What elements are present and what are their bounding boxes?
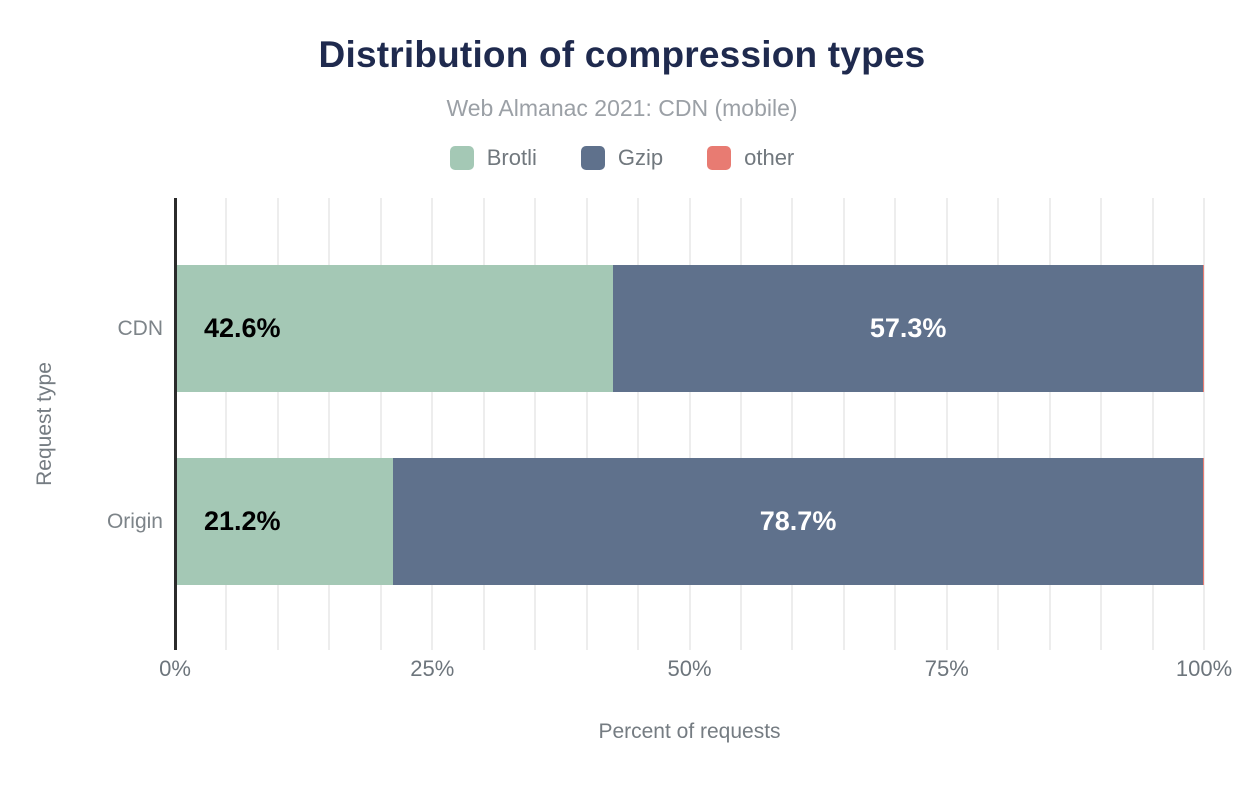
gridline: [1151, 198, 1154, 650]
gridline: [482, 198, 485, 650]
legend-item-other[interactable]: other: [707, 145, 794, 171]
gridline: [945, 198, 948, 650]
legend-swatch-icon: [707, 146, 732, 170]
bar-segment-brotli-origin[interactable]: 21.2%: [175, 458, 394, 585]
bar-value-label: 57.3%: [869, 313, 947, 343]
bar-segment-other-origin[interactable]: [1202, 458, 1204, 585]
bar-row-origin: Origin 21.2% 78.7%: [107, 458, 1204, 585]
bar-segment-gzip-origin[interactable]: 78.7%: [393, 458, 1203, 585]
gridline: [637, 198, 640, 650]
gridline: [1100, 198, 1103, 650]
bar-value-label: 78.7%: [759, 506, 837, 536]
bar-segment-other-cdn[interactable]: [1202, 265, 1204, 392]
category-label: Origin: [106, 510, 163, 533]
gridline: [997, 198, 1000, 650]
gridline: [225, 198, 228, 650]
legend-swatch-icon: [580, 146, 605, 170]
bar-value-label: 21.2%: [204, 506, 281, 536]
x-axis-tick-label: 75%: [924, 656, 969, 681]
gridline: [842, 198, 845, 650]
gridline: [379, 198, 382, 650]
gridline: [894, 198, 897, 650]
legend-item-gzip[interactable]: Gzip: [580, 145, 664, 171]
chart-legend: Brotli Gzip other: [0, 145, 1244, 171]
gridline: [1203, 198, 1205, 650]
bar-segment-gzip-cdn[interactable]: 57.3%: [613, 265, 1203, 392]
x-axis-tick-label: 100%: [1175, 656, 1233, 681]
x-axis-tick-label: 0%: [159, 656, 191, 681]
legend-swatch-icon: [449, 146, 474, 170]
bar-segment-brotli-cdn[interactable]: 42.6%: [175, 265, 614, 392]
legend-label: Brotli: [486, 145, 537, 170]
gridline: [431, 198, 434, 650]
y-axis-line: [174, 198, 177, 650]
bar-value-label: 42.6%: [204, 313, 281, 343]
x-axis-title: Percent of requests: [598, 720, 781, 743]
gridline: [791, 198, 794, 650]
bar-row-cdn: CDN 42.6% 57.3%: [118, 265, 1204, 392]
gridline: [1048, 198, 1051, 650]
chart-title: Distribution of compression types: [318, 34, 926, 75]
gridline: [688, 198, 691, 650]
gridline: [534, 198, 537, 650]
gridline: [739, 198, 742, 650]
legend-label: other: [744, 145, 795, 170]
gridline: [585, 198, 588, 650]
x-axis-tick-label: 50%: [667, 656, 712, 681]
category-label: CDN: [117, 317, 164, 340]
legend-item-brotli[interactable]: Brotli: [449, 145, 537, 171]
gridline: [276, 198, 279, 650]
plot-area: CDN 42.6% 57.3% Origin 21.2% 78.7% 0% 25% 50% 75%…: [107, 198, 1232, 681]
legend-label: Gzip: [617, 145, 664, 170]
x-axis-tick-label: 25%: [410, 656, 455, 681]
gridline: [328, 198, 331, 650]
chart-subtitle: Web Almanac 2021: CDN (mobile): [446, 95, 798, 121]
